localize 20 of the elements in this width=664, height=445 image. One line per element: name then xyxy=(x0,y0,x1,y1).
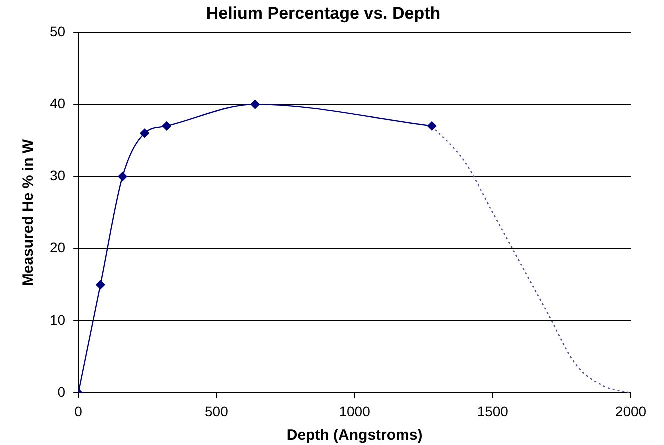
x-tick-label: 1000 xyxy=(339,403,371,420)
point xyxy=(162,122,172,131)
y-tick-label: 10 xyxy=(50,312,66,328)
point xyxy=(250,100,260,110)
point xyxy=(118,172,128,182)
y-tick-label: 50 xyxy=(50,23,66,40)
point xyxy=(140,128,150,138)
point xyxy=(428,122,437,131)
y-tick-label: 0 xyxy=(58,384,66,400)
y-axis-title: Measured He % in W xyxy=(20,138,38,286)
point xyxy=(96,280,106,290)
chart-title: Helium Percentage vs. Depth xyxy=(206,4,441,23)
x-tick-label: 500 xyxy=(205,403,229,420)
y-tick-label: 30 xyxy=(50,168,66,184)
x-tick-label: 1500 xyxy=(477,403,509,420)
y-tick-label: 20 xyxy=(50,240,66,256)
x-tick-label: 2000 xyxy=(615,403,647,420)
x-axis-title: Depth (Angstroms) xyxy=(286,427,423,444)
y-tick-label: 40 xyxy=(50,95,66,112)
x-tick-label: 0 xyxy=(74,403,83,420)
